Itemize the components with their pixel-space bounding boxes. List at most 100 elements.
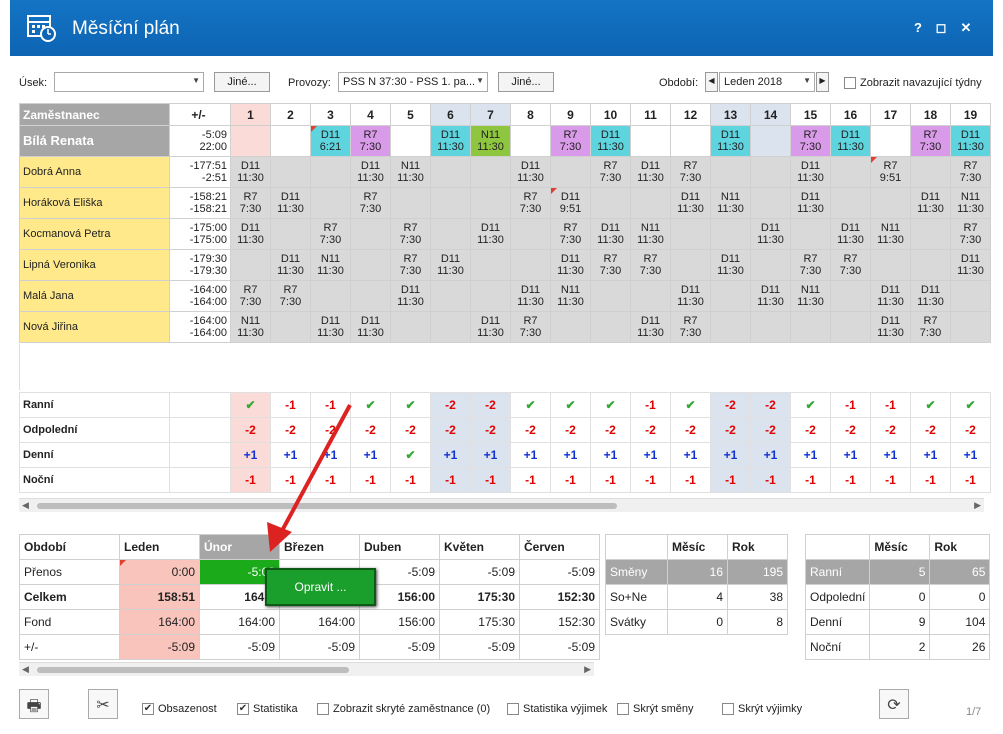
shift-cell[interactable] — [270, 311, 311, 343]
help-button[interactable]: ? — [914, 20, 922, 35]
shift-cell[interactable]: D11 11:30 — [510, 156, 551, 188]
shift-cell[interactable] — [470, 156, 511, 188]
shift-cell[interactable]: D11 11:30 — [670, 280, 711, 312]
shift-cell[interactable]: N11 11:30 — [630, 218, 671, 250]
shift-cell[interactable]: N11 11:30 — [950, 187, 991, 219]
shift-cell[interactable] — [510, 125, 551, 157]
period-cell[interactable]: 164:00 — [119, 609, 200, 635]
period-cell[interactable]: -5:09 — [279, 634, 360, 660]
provozy-select[interactable]: PSS N 37:30 - PSS 1. pa... ▼ — [338, 72, 488, 92]
period-cell[interactable]: -5:09 — [199, 559, 280, 585]
shift-cell[interactable] — [950, 311, 991, 343]
shift-cell[interactable]: D11 11:30 — [230, 218, 271, 250]
shift-cell[interactable] — [910, 218, 951, 250]
shift-cell[interactable]: D11 11:30 — [830, 218, 871, 250]
shift-cell[interactable]: D11 11:30 — [750, 280, 791, 312]
shift-cell[interactable] — [350, 280, 391, 312]
shift-cell[interactable] — [630, 187, 671, 219]
shift-cell[interactable] — [830, 187, 871, 219]
shift-cell[interactable]: R7 7:30 — [510, 187, 551, 219]
shift-cell[interactable]: R7 7:30 — [950, 156, 991, 188]
period-header-cell[interactable]: Květen — [439, 534, 520, 560]
shift-cell[interactable]: R7 7:30 — [950, 218, 991, 250]
period-header-cell[interactable]: Leden — [119, 534, 200, 560]
period-header-cell[interactable]: Březen — [279, 534, 360, 560]
day-header-15[interactable]: 15 — [790, 103, 831, 126]
shift-cell[interactable] — [910, 249, 951, 281]
shift-cell[interactable] — [510, 218, 551, 250]
period-cell[interactable]: 152:30 — [519, 609, 600, 635]
shift-cell[interactable]: D11 11:30 — [270, 187, 311, 219]
shift-cell[interactable] — [870, 187, 911, 219]
shift-cell[interactable]: R7 7:30 — [230, 187, 271, 219]
shift-cell[interactable]: R7 7:30 — [670, 156, 711, 188]
shift-cell[interactable]: D11 11:30 — [590, 125, 631, 157]
shift-cell[interactable]: D11 11:30 — [790, 187, 831, 219]
shift-cell[interactable] — [670, 249, 711, 281]
shift-cell[interactable]: D11 11:30 — [470, 218, 511, 250]
shift-cell[interactable] — [310, 187, 351, 219]
employee-name[interactable]: Dobrá Anna — [19, 156, 170, 188]
shift-cell[interactable]: D11 11:30 — [950, 249, 991, 281]
shift-cell[interactable]: R7 7:30 — [590, 156, 631, 188]
shift-cell[interactable] — [870, 125, 911, 157]
shift-cell[interactable] — [390, 311, 431, 343]
shift-cell[interactable]: D11 11:30 — [230, 156, 271, 188]
shift-cell[interactable]: D11 11:30 — [870, 280, 911, 312]
day-header-16[interactable]: 16 — [830, 103, 871, 126]
stat-vyjimek-checkbox[interactable] — [507, 703, 519, 715]
period-cell[interactable]: -5:09 — [359, 634, 440, 660]
shift-cell[interactable]: D11 11:30 — [470, 311, 511, 343]
shift-cell[interactable] — [670, 125, 711, 157]
day-header-13[interactable]: 13 — [710, 103, 751, 126]
period-cell[interactable]: -5:09 — [439, 559, 520, 585]
shift-cell[interactable]: D11 11:30 — [270, 249, 311, 281]
day-header-18[interactable]: 18 — [910, 103, 951, 126]
shift-cell[interactable] — [830, 280, 871, 312]
refresh-icon[interactable]: ⟳ — [879, 689, 909, 719]
shift-cell[interactable]: D11 11:30 — [310, 311, 351, 343]
obdobi-select[interactable]: Leden 2018 ▼ — [719, 72, 815, 92]
shift-cell[interactable]: R7 7:30 — [230, 280, 271, 312]
period-header-cell[interactable]: Období — [19, 534, 120, 560]
shift-cell[interactable] — [750, 311, 791, 343]
shift-cell[interactable] — [470, 249, 511, 281]
shift-cell[interactable]: N11 11:30 — [550, 280, 591, 312]
shift-cell[interactable] — [590, 280, 631, 312]
shift-cell[interactable]: R7 7:30 — [350, 125, 391, 157]
shift-cell[interactable]: R7 9:51 — [870, 156, 911, 188]
shift-cell[interactable] — [710, 280, 751, 312]
period-scrollbar[interactable]: ◀ ▶ — [19, 662, 594, 676]
employee-name[interactable]: Lipná Veronika — [19, 249, 170, 281]
shift-cell[interactable]: R7 7:30 — [270, 280, 311, 312]
next-period-button[interactable]: ▶ — [816, 72, 829, 92]
opravit-popup-button[interactable]: Opravit ... — [265, 568, 376, 606]
day-header-4[interactable]: 4 — [350, 103, 391, 126]
shift-cell[interactable] — [750, 249, 791, 281]
period-cell[interactable]: 164:00 — [279, 609, 360, 635]
shift-cell[interactable] — [710, 311, 751, 343]
print-icon[interactable]: 🖶 — [19, 689, 49, 719]
shift-cell[interactable] — [750, 187, 791, 219]
prev-period-button[interactable]: ◀ — [705, 72, 718, 92]
period-cell[interactable]: 0:00 — [119, 559, 200, 585]
shift-cell[interactable] — [550, 311, 591, 343]
day-header-3[interactable]: 3 — [310, 103, 351, 126]
shift-cell[interactable]: R7 7:30 — [590, 249, 631, 281]
day-header-9[interactable]: 9 — [550, 103, 591, 126]
shift-cell[interactable]: R7 7:30 — [910, 311, 951, 343]
shift-cell[interactable] — [910, 156, 951, 188]
jine-usek-button[interactable]: Jiné... — [214, 72, 270, 92]
shift-cell[interactable] — [430, 156, 471, 188]
shift-cell[interactable] — [630, 280, 671, 312]
shift-cell[interactable] — [350, 249, 391, 281]
shift-cell[interactable]: N11 11:30 — [870, 218, 911, 250]
shift-cell[interactable]: D11 11:30 — [950, 125, 991, 157]
shift-cell[interactable] — [830, 311, 871, 343]
obsazenost-checkbox[interactable]: ✔ — [142, 703, 154, 715]
shift-cell[interactable]: R7 7:30 — [310, 218, 351, 250]
shift-cell[interactable] — [390, 187, 431, 219]
shift-cell[interactable]: D11 11:30 — [750, 218, 791, 250]
shift-cell[interactable]: R7 7:30 — [790, 249, 831, 281]
day-header-8[interactable]: 8 — [510, 103, 551, 126]
